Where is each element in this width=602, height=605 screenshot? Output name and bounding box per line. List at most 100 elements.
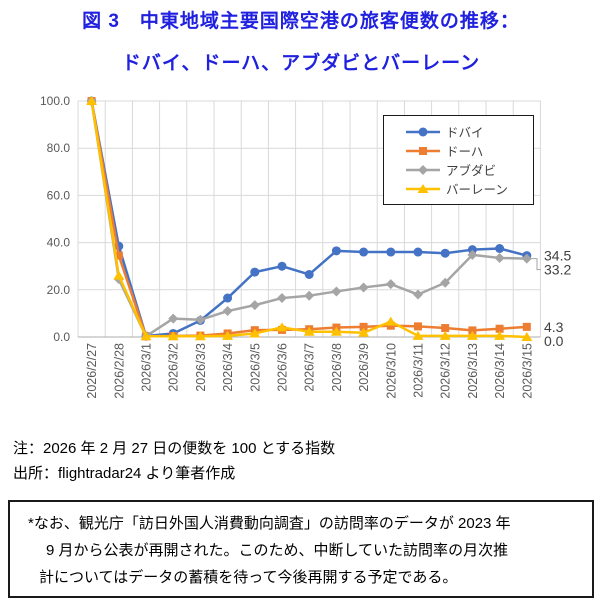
- marker-triangle: [330, 326, 342, 336]
- legend-label: ドーハ: [446, 145, 484, 159]
- marker-square: [468, 326, 477, 335]
- x-tick-label: 2026/3/4: [221, 343, 235, 392]
- y-tick-label: 40.0: [47, 236, 71, 250]
- marker-square: [114, 251, 123, 260]
- chart-title-line1: 図 3 中東地域主要国際空港の旅客便数の推移：: [82, 11, 520, 32]
- marker-triangle: [194, 331, 206, 341]
- legend-marker-diamond: [406, 164, 440, 175]
- x-tick-label: 2026/3/5: [248, 343, 262, 392]
- legend-item: ドーハ: [406, 141, 529, 160]
- marker-triangle: [140, 331, 152, 341]
- marker-circle: [467, 245, 477, 255]
- legend-item: バーレーン: [406, 179, 529, 198]
- end-label-leader: [531, 258, 541, 271]
- series-end-label: 34.5: [544, 248, 571, 264]
- chart-note: 注：2026 年 2 月 27 日の便数を 100 とする指数: [13, 440, 336, 457]
- legend-marker-triangle: [406, 183, 440, 193]
- x-tick-label: 2026/3/11: [412, 343, 426, 398]
- marker-triangle: [494, 330, 506, 340]
- legend-label: バーレーン: [446, 183, 508, 197]
- marker-diamond: [440, 277, 451, 288]
- x-tick-label: 2026/3/15: [520, 343, 534, 399]
- marker-diamond: [413, 289, 423, 300]
- x-tick-label: 2026/3/1: [140, 343, 154, 392]
- line-chart: 100.0 80.0 60.0 40.0 20.0 0.0 2026/2/27 2026/2/…: [0, 85, 602, 435]
- marker-square: [441, 324, 450, 333]
- chart-plot-area: 100.0 80.0 60.0 40.0 20.0 0.0 2026/2/27 2026/2/…: [40, 94, 571, 399]
- x-tick-label: 2026/3/13: [466, 343, 480, 399]
- marker-triangle: [466, 330, 478, 340]
- marker-triangle: [303, 326, 315, 336]
- marker-diamond: [467, 249, 478, 260]
- marker-triangle: [113, 270, 125, 280]
- marker-square: [414, 322, 422, 331]
- marker-triangle: [412, 330, 424, 340]
- marker-diamond: [168, 313, 179, 324]
- legend-marker-square: [406, 146, 440, 155]
- chart-source: 出所：flightradar24 より筆者作成: [13, 465, 236, 482]
- series-end-label: 4.3: [544, 319, 564, 335]
- marker-circle: [359, 247, 369, 257]
- legend-label: ドバイ: [446, 126, 484, 140]
- legend-label: アブダビ: [446, 164, 497, 178]
- legend-item: アブダビ: [406, 160, 529, 179]
- marker-triangle: [222, 330, 234, 340]
- y-tick-label: 0.0: [53, 330, 70, 344]
- marker-circle: [277, 261, 287, 271]
- marker-circle: [413, 247, 423, 257]
- marker-diamond: [385, 279, 396, 290]
- x-tick-label: 2026/3/6: [276, 343, 290, 392]
- x-tick-label: 2026/2/27: [85, 343, 99, 399]
- marker-triangle: [358, 327, 370, 337]
- x-tick-label: 2026/3/10: [384, 343, 398, 399]
- marker-triangle: [276, 322, 288, 332]
- x-tick-label: 2026/3/3: [194, 343, 208, 392]
- y-tick-label: 100.0: [40, 94, 70, 108]
- marker-square: [386, 321, 395, 330]
- marker-circle: [331, 246, 341, 256]
- marker-diamond: [304, 290, 315, 301]
- marker-circle: [495, 244, 505, 253]
- marker-diamond: [494, 252, 505, 263]
- marker-triangle: [86, 96, 98, 105]
- marker-triangle: [167, 331, 179, 341]
- marker-diamond: [249, 300, 260, 311]
- marker-square: [522, 322, 531, 331]
- marker-circle: [223, 293, 233, 303]
- marker-square: [495, 324, 504, 333]
- marker-diamond: [195, 314, 206, 325]
- chart-title-line2: ドバイ、ドーハ、アブダビとバーレーン: [121, 53, 481, 74]
- marker-circle: [304, 269, 314, 279]
- marker-diamond: [521, 253, 532, 264]
- marker-square: [359, 322, 368, 331]
- marker-triangle: [385, 316, 397, 326]
- marker-triangle: [521, 332, 533, 341]
- footnote-line: 計についてはデータの蓄積を待って今後再開する予定である。: [39, 569, 458, 586]
- marker-circle: [440, 248, 450, 258]
- x-tick-label: 2026/2/28: [112, 343, 126, 399]
- marker-diamond: [222, 306, 233, 317]
- chart-legend: ドバイドーハアブダビバーレーン: [383, 115, 534, 205]
- series-end-label: 33.2: [544, 262, 571, 278]
- footnote-line: 9 月から公表が再開された。このため、中断していた訪問率の月次推: [46, 542, 509, 559]
- legend-item: ドバイ: [406, 122, 529, 141]
- marker-diamond: [331, 286, 342, 297]
- x-tick-label: 2026/3/14: [493, 343, 507, 399]
- marker-diamond: [277, 293, 287, 304]
- series-end-label: 0.0: [544, 333, 564, 349]
- x-tick-label: 2026/3/12: [439, 343, 453, 399]
- x-tick-label: 2026/3/8: [330, 343, 344, 392]
- legend-marker-circle: [406, 127, 440, 136]
- marker-triangle: [249, 328, 261, 338]
- marker-circle: [250, 267, 260, 277]
- y-tick-label: 60.0: [47, 188, 71, 202]
- x-tick-label: 2026/3/9: [357, 343, 371, 392]
- y-tick-label: 20.0: [47, 283, 71, 297]
- marker-diamond: [358, 282, 369, 293]
- footnote-box: *なお、観光庁「訪日外国人消費動向調査」の訪問率のデータが 2023 年 9 月…: [8, 500, 594, 598]
- footnote-line: *なお、観光庁「訪日外国人消費動向調査」の訪問率のデータが 2023 年: [28, 515, 511, 532]
- marker-circle: [386, 247, 396, 257]
- marker-triangle: [439, 330, 451, 340]
- y-tick-label: 80.0: [47, 141, 71, 155]
